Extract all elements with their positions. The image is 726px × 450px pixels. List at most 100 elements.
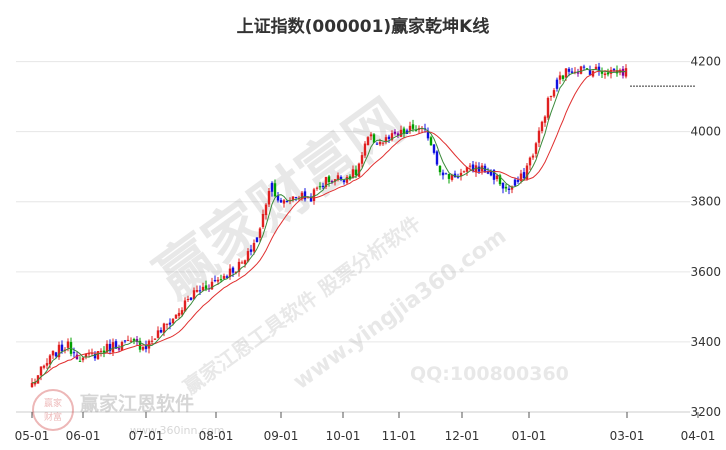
candle-body — [486, 171, 490, 174]
x-tick-label-12-01: 12-01 — [445, 429, 480, 443]
candle-body — [354, 169, 358, 176]
candle-body — [240, 262, 244, 264]
candle-body — [123, 340, 127, 342]
candle-body — [399, 129, 403, 137]
candle-body — [171, 318, 175, 324]
candle-body — [192, 290, 196, 300]
candle-body — [366, 137, 370, 146]
candle-body — [48, 355, 52, 365]
x-tick-label-10-01: 10-01 — [326, 429, 361, 443]
x-tick-label-08-01: 08-01 — [199, 429, 234, 443]
candle-body — [87, 353, 91, 355]
candle-body — [315, 187, 319, 189]
candle-body — [477, 166, 481, 172]
candle-body — [333, 179, 337, 182]
candle-body — [81, 357, 85, 361]
candle-body — [465, 167, 469, 172]
candle-body — [126, 339, 130, 341]
candle-body — [444, 173, 448, 175]
candle-body — [201, 286, 205, 291]
candle-body — [108, 343, 112, 352]
candle-body — [357, 163, 361, 177]
x-tick-label-05-01: 05-01 — [15, 429, 50, 443]
candle-body — [60, 344, 64, 352]
candle-body — [531, 155, 535, 158]
x-tick-label-09-01: 09-01 — [264, 429, 299, 443]
y-axis: 3200 3400 3600 3800 4000 4200 — [690, 55, 721, 419]
candle-body — [558, 75, 562, 80]
candle-body — [435, 151, 439, 165]
candle-body — [282, 200, 286, 204]
candle-body — [387, 136, 391, 139]
candle-body — [54, 352, 58, 357]
candle-body — [561, 75, 565, 79]
candle-body — [159, 330, 163, 333]
candle-body — [504, 186, 508, 189]
candle-body — [318, 186, 322, 188]
x-tick-label-07-01: 07-01 — [129, 429, 164, 443]
candle-body — [276, 195, 280, 201]
candle-body — [39, 366, 43, 376]
candle-body — [249, 249, 253, 252]
x-tick-label-06-01: 06-01 — [66, 429, 101, 443]
candle-body — [363, 143, 367, 156]
candle-body — [183, 300, 187, 312]
candle-body — [237, 261, 241, 273]
candle-body — [402, 128, 406, 134]
candle-body — [267, 191, 271, 205]
seal-bottom-text: 财富 — [44, 411, 62, 423]
candle-body — [198, 290, 202, 292]
candle-body — [546, 97, 550, 118]
x-axis: 05-01 06-01 07-01 08-01 09-01 10-01 11-01 12-01… — [15, 412, 716, 443]
y-tick-label-3800: 3800 — [690, 195, 721, 209]
candle-body — [231, 267, 235, 273]
candle-body — [579, 66, 583, 74]
candle-body — [570, 71, 574, 73]
candle-body — [144, 345, 148, 350]
candle-body — [351, 169, 355, 178]
candle-body — [105, 343, 109, 353]
candle-body — [597, 66, 601, 71]
candle-body — [450, 175, 454, 180]
candle-body — [372, 134, 376, 143]
candle-body — [153, 338, 157, 340]
candle-body — [528, 157, 532, 166]
x-tick-label-03-01: 03-01 — [610, 429, 645, 443]
candle-body — [537, 130, 541, 143]
candle-body — [609, 69, 613, 74]
candle-body — [252, 242, 256, 252]
candle-body — [594, 66, 598, 70]
candle-body — [102, 350, 106, 353]
candle-body — [360, 155, 364, 164]
seal-logo: 赢家 财富 赢家江恩软件 www.360inn.com — [32, 389, 224, 437]
candle-body — [111, 342, 115, 353]
candle-body — [294, 196, 298, 198]
candle-body — [378, 141, 382, 145]
candle-body — [369, 134, 373, 137]
candle-body — [513, 179, 517, 186]
candle-body — [309, 196, 313, 202]
y-tick-label-4000: 4000 — [690, 125, 721, 139]
candle-body — [177, 312, 181, 316]
candle-body — [300, 192, 304, 199]
candle-body — [384, 137, 388, 143]
candle-body — [516, 179, 520, 182]
candle-body — [93, 353, 97, 359]
candle-body — [180, 310, 184, 315]
candle-body — [468, 165, 472, 167]
candle-body — [429, 137, 433, 146]
candle-body — [279, 200, 283, 203]
candle-body — [264, 204, 268, 216]
x-tick-label-04-01: 04-01 — [681, 429, 716, 443]
candle-body — [57, 344, 61, 358]
candle-body — [330, 180, 334, 183]
candle-body — [141, 346, 145, 350]
watermark: 赢家财富网 赢家江恩工具软件 股票分析软件 www.yingjia360.com… — [143, 86, 569, 399]
ma-long-line — [31, 70, 627, 384]
x-tick-label-01-01: 01-01 — [512, 429, 547, 443]
candle-body — [291, 196, 295, 200]
candle-body — [567, 68, 571, 72]
watermark-qq: QQ:100800360 — [410, 363, 569, 385]
candle-body — [393, 131, 397, 134]
candle-body — [156, 330, 160, 338]
